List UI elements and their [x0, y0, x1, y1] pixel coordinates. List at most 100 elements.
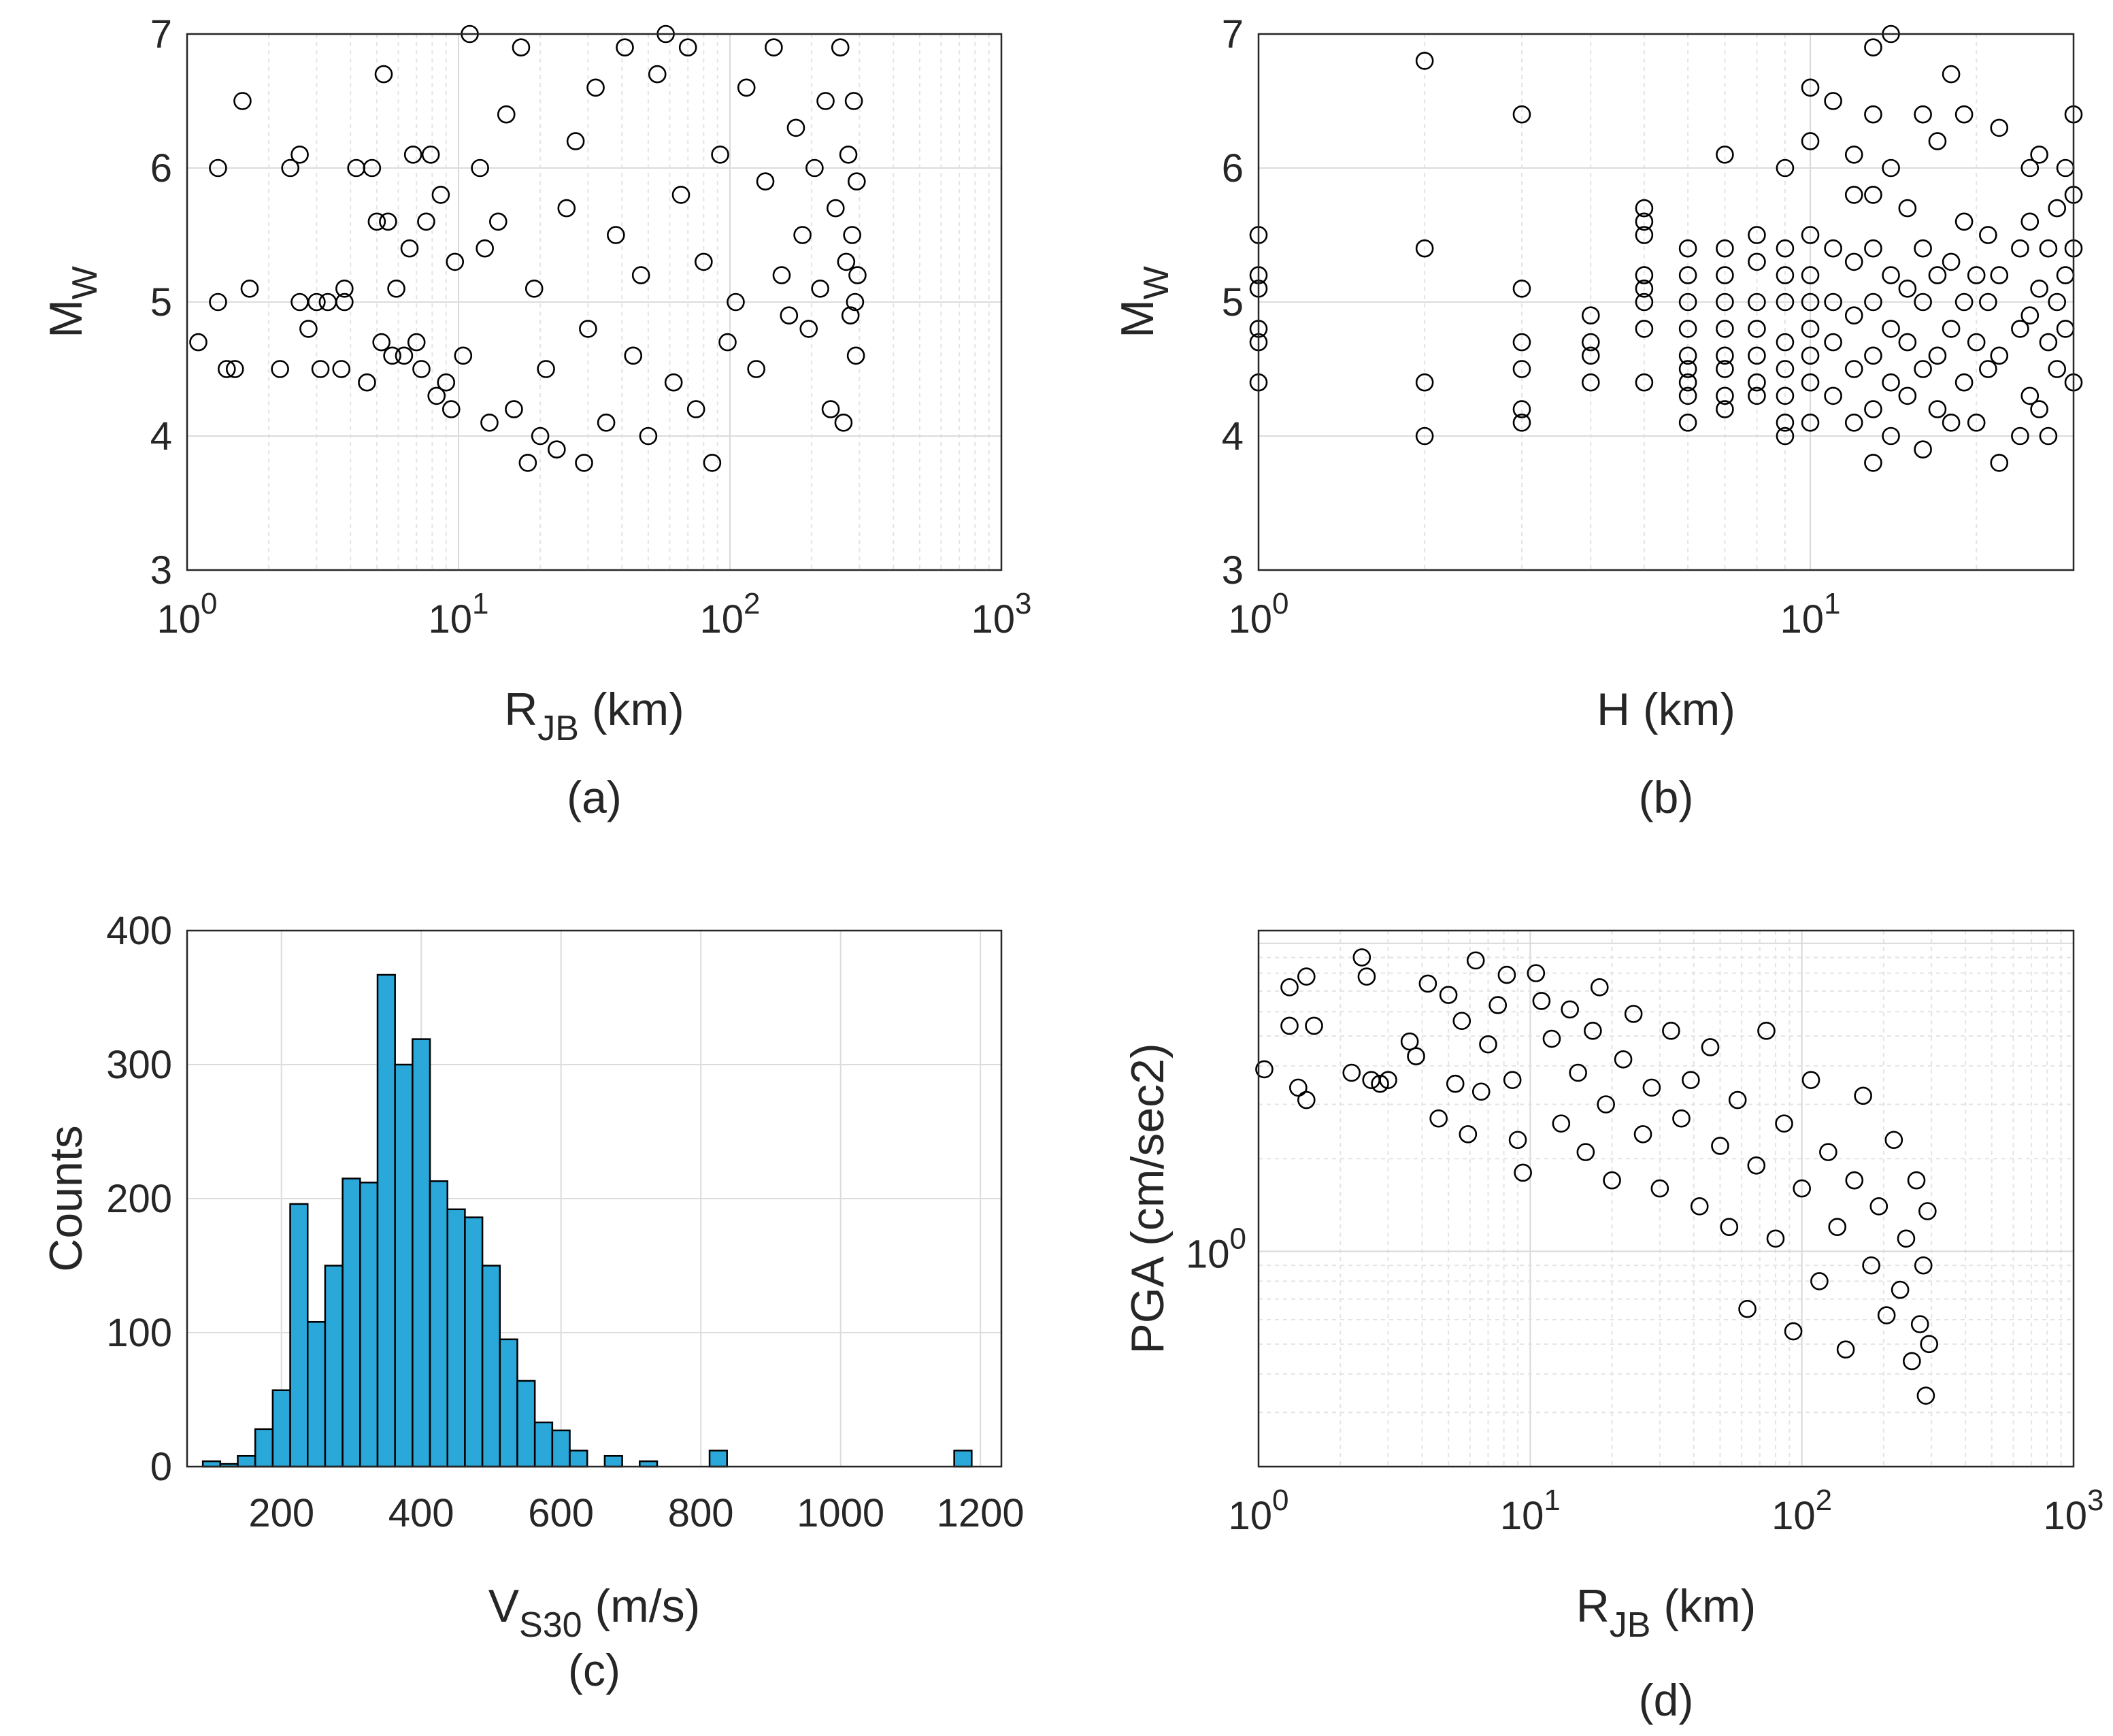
data-point — [1877, 1306, 1896, 1324]
data-point — [395, 346, 414, 365]
data-point — [2039, 427, 2058, 446]
data-point — [512, 38, 531, 56]
data-point — [1757, 1022, 1776, 1040]
data-point — [1532, 992, 1551, 1010]
data-point — [480, 413, 499, 432]
data-point — [1716, 360, 1734, 378]
data-point — [1716, 346, 1734, 365]
data-point — [1305, 1016, 1323, 1035]
data-point — [1716, 386, 1734, 405]
data-point — [1415, 239, 1434, 258]
y-tick-label: 100 — [1186, 1222, 1246, 1277]
histogram-bar — [359, 1182, 379, 1468]
data-point — [1576, 1143, 1595, 1161]
data-point — [841, 306, 860, 325]
data-marks — [1249, 24, 2083, 472]
histogram-bar — [569, 1450, 588, 1468]
data-point — [281, 158, 300, 178]
data-point — [1914, 239, 1932, 258]
data-point — [225, 360, 244, 378]
data-point — [1882, 427, 1900, 446]
data-point — [1928, 400, 1947, 418]
y-tick-label: 3 — [1222, 548, 1244, 592]
data-point — [1898, 199, 1917, 218]
data-point — [1357, 967, 1376, 986]
data-point — [1635, 279, 1654, 298]
subfigure-caption: (a) — [567, 772, 622, 822]
x-tick-label: 103 — [971, 587, 1032, 641]
chart-a: 100 101 102 103 3 4 5 6 7 RJB (km) MW (a) — [40, 12, 1032, 822]
data-point — [1635, 199, 1654, 218]
data-point — [2048, 360, 2066, 378]
data-point — [1891, 1280, 1910, 1299]
data-point — [1824, 92, 1842, 110]
data-point — [1824, 239, 1842, 258]
data-point — [1954, 105, 1974, 124]
data-point — [1844, 186, 1863, 204]
chart-b: 100 101 3 4 5 6 7 H (km) MW (b) — [1112, 12, 2083, 822]
data-point — [454, 346, 473, 365]
axes-frame — [186, 33, 1003, 571]
data-point — [1581, 306, 1600, 325]
data-point — [311, 360, 330, 378]
histogram-bar — [306, 1320, 327, 1468]
data-point — [1810, 1272, 1829, 1290]
x-tick-label: 103 — [2044, 1484, 2104, 1538]
data-point — [442, 400, 461, 418]
data-point — [1914, 440, 1932, 459]
y-tick-label: 300 — [106, 1043, 172, 1087]
data-point — [1784, 1322, 1803, 1341]
data-point — [1928, 132, 1947, 150]
data-point — [2039, 333, 2058, 352]
data-point — [1954, 212, 1974, 231]
data-point — [525, 279, 544, 298]
data-point — [826, 199, 845, 218]
y-tick-label: 200 — [106, 1177, 172, 1221]
data-point — [1898, 386, 1917, 405]
x-tick-label: 800 — [668, 1491, 734, 1535]
data-point — [505, 400, 523, 418]
data-point — [1352, 948, 1371, 967]
data-point — [489, 212, 508, 231]
data-point — [1793, 1179, 1811, 1198]
subfigure-caption: (c) — [568, 1645, 620, 1695]
data-point — [1342, 1063, 1361, 1082]
x-axis-label: RJB (km) — [1576, 1580, 1757, 1645]
data-point — [1512, 105, 1531, 124]
x-tick-label: 1200 — [937, 1491, 1025, 1535]
histogram-bar — [429, 1180, 448, 1468]
data-point — [548, 440, 566, 459]
data-point — [1297, 967, 1316, 986]
data-point — [844, 92, 863, 110]
data-point — [575, 454, 593, 472]
data-point — [1512, 413, 1531, 432]
data-point — [1776, 427, 1795, 446]
x-axis-label: VS30 (m/s) — [488, 1580, 701, 1645]
histogram-bar — [499, 1338, 518, 1468]
data-point — [834, 413, 853, 432]
data-point — [765, 38, 783, 56]
data-point — [1990, 346, 2009, 365]
data-point — [747, 360, 765, 378]
data-point — [1898, 333, 1917, 352]
data-point — [1828, 1218, 1847, 1236]
data-point — [2020, 158, 2040, 178]
data-point — [1716, 400, 1734, 418]
data-point — [597, 413, 616, 432]
histogram-bar — [481, 1265, 501, 1468]
data-point — [1776, 158, 1795, 178]
x-tick-label: 100 — [1229, 1484, 1289, 1538]
data-point — [1446, 1074, 1465, 1093]
x-tick-label: 102 — [700, 587, 761, 641]
data-point — [1603, 1171, 1621, 1190]
y-tick-label: 6 — [1222, 146, 1244, 190]
data-point — [2020, 386, 2040, 405]
data-point — [1512, 333, 1531, 352]
data-point — [1597, 1095, 1615, 1114]
data-point — [1488, 996, 1508, 1014]
data-point — [1678, 293, 1697, 312]
data-point — [476, 239, 494, 258]
data-point — [1452, 1012, 1471, 1031]
data-point — [2039, 239, 2058, 258]
